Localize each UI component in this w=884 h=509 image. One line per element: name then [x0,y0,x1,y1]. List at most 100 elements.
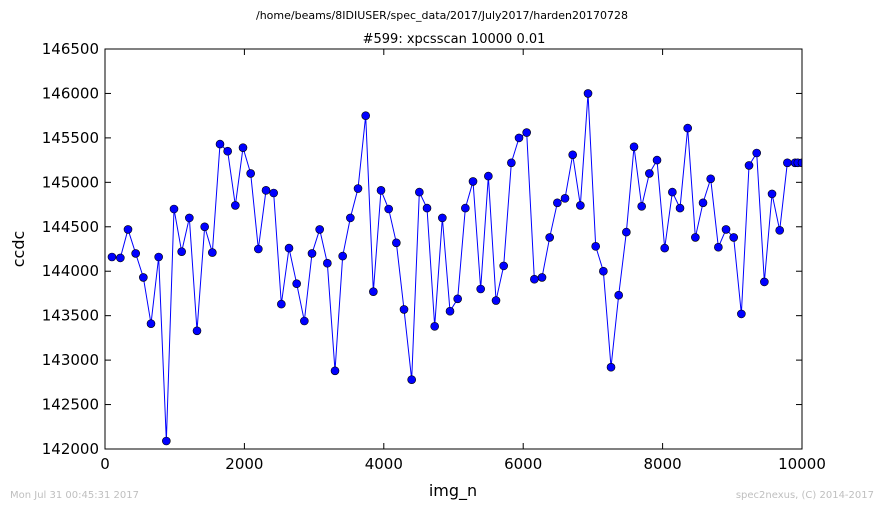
y-tick-label: 143000 [42,351,99,369]
data-point [744,161,754,170]
data-point [162,436,171,446]
data-point [767,189,777,199]
data-point [315,225,324,234]
data-point [706,174,715,184]
data-point [107,252,117,262]
data-point [169,204,179,214]
data-point [438,213,447,223]
data-point [752,148,761,158]
y-tick-label: 145500 [42,129,99,147]
data-point [453,294,462,304]
x-tick-label: 4000 [365,455,403,473]
x-tick-label: 2000 [225,455,263,473]
chart-title: #599: xpcsscan 10000 0.01 [363,32,546,47]
y-tick-label: 144000 [42,262,99,280]
data-point [192,326,202,336]
data-point [775,226,784,235]
figure-path-title: /home/beams/8IDIUSER/spec_data/2017/July… [256,9,628,22]
data-point [537,273,547,282]
data-point [499,261,508,271]
data-point [568,150,577,160]
y-tick-label: 145000 [42,173,99,191]
data-point [484,171,493,181]
data-point [323,258,332,268]
data-point [468,177,478,186]
data-point [560,194,570,203]
data-point [576,201,585,210]
data-point [353,184,363,193]
data-point [629,142,639,152]
data-point [522,128,531,137]
data-point [591,242,600,251]
data-point [652,155,662,165]
data-point [514,133,524,143]
data-point [583,89,593,98]
data-point [238,143,248,152]
data-point [231,201,240,210]
data-point [614,290,623,300]
data-point [116,253,125,263]
data-point [491,296,501,305]
data-point [637,202,646,211]
data-point [507,158,516,168]
y-axis-label: ccdc [9,231,28,268]
data-point [698,198,708,208]
data-point [384,204,393,214]
data-point [361,111,370,120]
data-point [476,284,485,294]
data-point [208,248,217,257]
x-axis-ticks: 0 2000 4000 6000 8000 10000 [100,49,826,473]
data-point [123,225,133,234]
data-point [215,139,225,149]
data-point [223,146,232,156]
data-point [760,277,769,287]
data-point [683,123,692,133]
series-line [111,93,802,442]
data-point [691,233,700,242]
data-point [645,169,654,178]
data-point [714,242,723,252]
data-point [254,244,263,254]
data-point [729,233,738,242]
data-point [599,266,608,276]
data-point [721,225,731,234]
data-point [376,186,386,195]
data-point [545,233,554,242]
footer-credit: spec2nexus, (C) 2014-2017 [736,490,874,501]
data-point [622,227,631,237]
x-tick-label: 0 [100,455,110,473]
data-point [660,243,669,253]
data-point [146,319,156,328]
y-tick-label: 146500 [42,40,99,58]
x-tick-label: 10000 [778,455,826,473]
x-axis-label: img_n [429,481,477,501]
data-point [338,251,347,261]
data-point [154,252,163,262]
data-point [307,249,317,258]
data-point [261,186,271,195]
data-point [284,243,294,253]
data-point [177,247,186,256]
data-point [269,188,278,198]
axes-frame [104,48,803,450]
y-tick-label: 146000 [42,84,99,102]
plot-area [107,89,802,446]
y-tick-label: 143500 [42,307,99,325]
y-tick-label: 142500 [42,396,99,414]
footer-timestamp: Mon Jul 31 00:45:31 2017 [10,490,139,501]
data-point [185,213,194,223]
y-axis-ticks: 142000 142500 143000 143500 144000 144500 1450… [42,40,802,458]
x-tick-label: 8000 [644,455,682,473]
data-point [200,222,209,232]
data-point [783,158,792,168]
data-point [392,238,401,248]
data-point [445,306,455,316]
data-point [139,273,148,282]
data-point [246,169,255,178]
data-point [553,198,562,208]
data-point [606,362,616,372]
data-point [407,375,416,384]
data-point [461,203,470,213]
x-tick-label: 6000 [504,455,542,473]
